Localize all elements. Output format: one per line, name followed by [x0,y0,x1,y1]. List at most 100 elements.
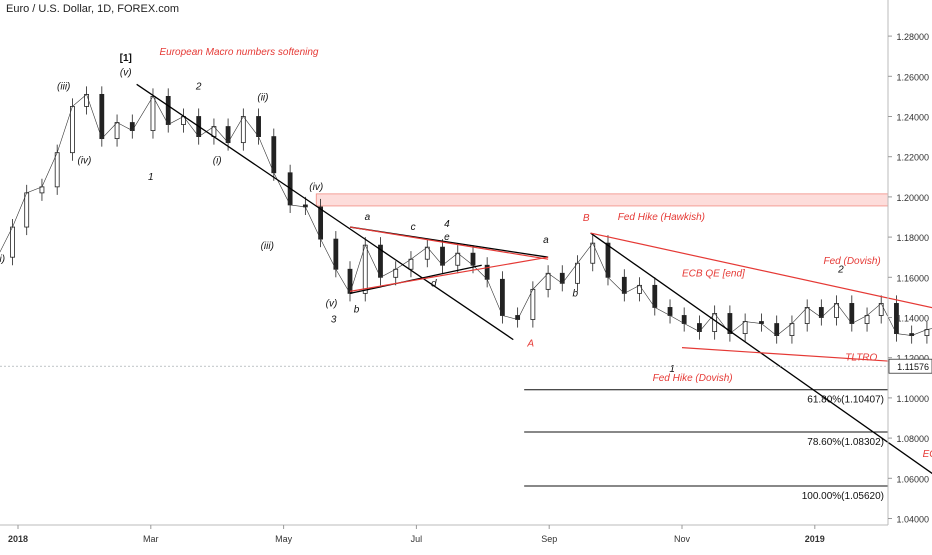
y-tick-label: 1.24000 [896,113,929,123]
candle-body [530,288,536,320]
candle-body [150,96,156,131]
annotation-label: (iv) [309,182,323,193]
candle-body [318,206,324,240]
annotation-label: d [431,278,437,289]
x-tick-label: Nov [674,534,691,544]
annotation-label: A [526,339,534,350]
candle-body [455,252,461,266]
y-tick-label: 1.22000 [896,153,929,163]
annotation-label: Fed Hike (Dovish) [653,373,733,384]
annotation-label: [1] [120,53,132,64]
last-price-box [888,358,932,374]
y-tick-label: 1.20000 [896,193,929,203]
trendline-black [349,264,482,295]
y-tick-label: 1.12000 [896,354,929,364]
price-path [0,93,932,336]
candle-body [499,278,505,316]
annotation-label: (ii) [0,254,5,265]
candle-body [878,303,884,316]
candle-body [637,284,642,294]
candle-body [114,122,120,140]
annotation-label: European Macro numbers softening [160,47,319,58]
candle-body [129,122,135,131]
annotation-label: 3 [331,315,337,326]
y-tick-label: 1.08000 [896,434,929,444]
candle-body [39,186,45,194]
y-tick-label: 1.14000 [896,314,929,324]
candle-body [924,329,930,336]
annotation-label: TLTRO [845,353,877,364]
chart-title: Euro / U.S. Dollar, 1D, FOREX.com [6,3,179,15]
annotation-label: (iii) [57,81,70,92]
annotation-label: 1 [148,172,154,183]
candle-body [804,307,810,324]
candle-body [408,258,414,270]
y-tick-label: 1.26000 [896,72,929,82]
annotation-label: a [365,212,371,223]
annotation-label: b [354,304,360,315]
candle-body [712,313,718,332]
x-tick-label: Jul [411,534,423,544]
y-tick-label: 1.28000 [896,32,929,42]
annotation-label: (iv) [77,156,91,167]
candle-body [24,192,30,228]
annotation-label: b [573,288,579,299]
candle-body [789,323,795,336]
x-tick-label: Sep [541,534,557,544]
fib-level-label: 78.60%(1.08302) [807,437,884,448]
fib-level-label: 61.80%(1.10407) [807,395,884,406]
candle-body [864,315,870,324]
last-price-label: 1.11576 [897,362,929,372]
candle-body [681,315,687,324]
trendline-red [681,347,932,365]
y-tick-label: 1.10000 [896,394,929,404]
annotation-label: (v) [326,298,338,309]
annotation-label: (i) [213,156,222,167]
candle-body [333,238,339,270]
candle-body [54,152,60,188]
annotation-label: ECB QE [end] [682,268,745,279]
annotation-label: c [411,222,416,233]
x-tick-label: 2018 [8,534,28,544]
candle-body [742,321,748,334]
y-tick-label: 1.04000 [896,515,929,525]
candle-body [393,268,399,278]
candle-body [165,96,171,125]
trendline-red [349,256,549,292]
annotation-label: 1 [669,364,675,375]
candle-body [240,116,246,144]
annotation-label: Fed Hike (Hawkish) [618,212,705,223]
annotation-label: 2 [837,264,844,275]
annotation-label: B [583,213,590,224]
trendline-black [136,83,514,341]
y-tick-label: 1.18000 [896,233,929,243]
y-tick-label: 1.06000 [896,474,929,484]
candle-body [70,106,75,154]
candle-body [99,93,105,140]
annotation-label: 2 [195,81,202,92]
resistance-zone [315,193,889,207]
annotation-label: (v) [120,67,132,78]
candle-body [667,307,673,316]
candle-body [470,252,476,266]
candle-body [605,242,611,278]
annotation-label: ECB: No time for "tiers" ? [923,449,932,460]
candle-body [256,116,261,138]
fib-level-label: 100.00%(1.05620) [802,491,884,502]
candle-body [271,136,277,174]
candle-body [575,262,580,284]
y-tick-label: 1.16000 [896,273,929,283]
x-tick-label: May [275,534,293,544]
candle-body [774,323,780,336]
candle-body [621,276,627,294]
trendline-red [590,232,932,309]
candle-body [440,246,445,266]
candle-body [10,226,15,258]
trendline-red [349,226,549,260]
candle-body [652,284,658,308]
annotation-label: e [444,232,450,243]
x-tick-label: Mar [143,534,159,544]
